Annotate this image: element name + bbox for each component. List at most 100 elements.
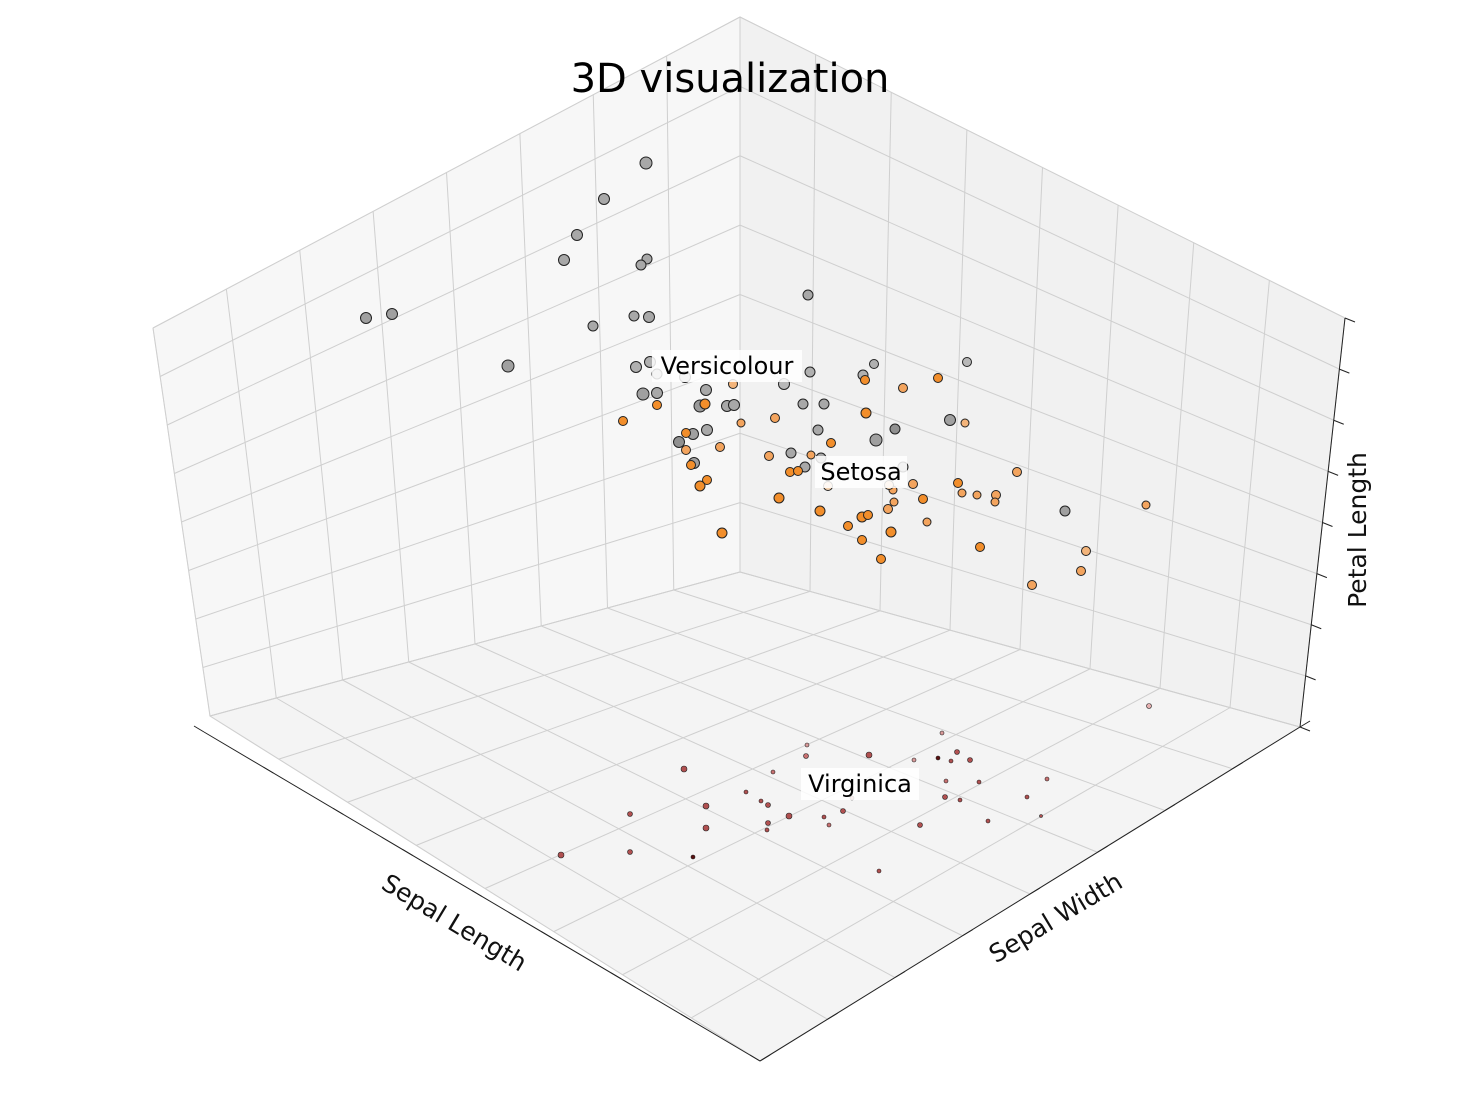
data-point	[773, 492, 785, 504]
grid-line	[541, 625, 1098, 853]
data-point	[627, 811, 633, 817]
data-point	[598, 193, 610, 205]
data-point	[630, 361, 642, 373]
y-tick	[1029, 887, 1041, 895]
data-point	[628, 310, 640, 322]
grid-line	[592, 94, 608, 609]
data-point	[857, 535, 867, 545]
cluster-label-setosa: Setosa	[815, 456, 907, 488]
y-tick	[1232, 762, 1243, 770]
grid-line	[188, 363, 741, 571]
data-point	[1044, 776, 1050, 782]
data-point	[728, 399, 740, 411]
data-point	[885, 526, 897, 538]
y-tick	[1299, 720, 1311, 728]
data-point	[898, 383, 908, 393]
grid-line	[202, 502, 741, 668]
data-point	[876, 554, 886, 564]
cluster-label-text: Virginica	[808, 770, 912, 798]
data-point	[1081, 546, 1091, 556]
data-point	[715, 442, 725, 452]
grid-line	[195, 432, 741, 620]
data-point	[765, 820, 771, 826]
data-point	[922, 517, 932, 527]
data-point	[1027, 580, 1037, 590]
data-point	[652, 400, 662, 410]
grid-line	[484, 649, 1021, 889]
data-point	[865, 751, 873, 759]
data-point	[702, 802, 710, 810]
grid-line	[209, 571, 741, 717]
y-tick	[1097, 845, 1108, 853]
data-point	[1012, 467, 1022, 477]
data-point	[843, 521, 853, 531]
data-point	[770, 413, 780, 423]
data-point	[821, 814, 827, 820]
data-point	[386, 308, 398, 320]
data-point	[571, 229, 583, 241]
grid-line	[607, 607, 1166, 811]
y-tick	[1164, 804, 1176, 811]
data-point	[764, 827, 770, 833]
x-tick	[541, 931, 552, 939]
data-point	[743, 789, 749, 795]
data-point	[802, 289, 814, 301]
data-point	[1141, 500, 1151, 510]
data-point	[889, 423, 901, 435]
x-tick	[263, 766, 274, 774]
data-point	[962, 357, 972, 367]
data-point	[1039, 814, 1043, 818]
data-point	[690, 854, 696, 860]
data-point	[736, 418, 746, 428]
data-point	[700, 384, 712, 396]
data-point	[943, 778, 949, 784]
data-point	[826, 822, 832, 828]
data-point	[681, 428, 691, 438]
data-point	[818, 398, 830, 410]
data-point	[639, 156, 653, 170]
data-point	[957, 797, 963, 803]
data-point	[972, 490, 982, 500]
grid-line	[1159, 242, 1195, 689]
grid-line	[673, 589, 1233, 770]
y-tick	[962, 929, 973, 937]
data-point	[557, 851, 565, 859]
data-point	[643, 311, 655, 323]
data-point	[587, 320, 599, 332]
x-tick	[193, 725, 205, 733]
data-point	[863, 510, 873, 520]
data-point	[976, 779, 982, 785]
data-point	[765, 802, 771, 808]
data-point	[954, 749, 960, 755]
data-point	[933, 373, 943, 383]
data-point	[889, 497, 899, 507]
data-point	[797, 398, 809, 410]
data-point	[869, 433, 883, 447]
y-tick	[827, 1012, 838, 1020]
data-point	[812, 424, 824, 436]
data-point	[840, 808, 846, 814]
data-point	[975, 542, 985, 552]
data-point	[681, 445, 691, 455]
grid-line	[739, 571, 1301, 728]
data-point	[558, 254, 570, 266]
data-point	[908, 479, 918, 489]
axis-lines	[193, 317, 1356, 1062]
data-point	[702, 475, 712, 485]
data-point	[967, 757, 973, 763]
z-tick	[1305, 675, 1316, 681]
grid-line	[691, 707, 1231, 1019]
grid-line	[666, 55, 675, 591]
data-point	[918, 494, 928, 504]
data-point	[948, 758, 954, 764]
grid-line	[739, 363, 1318, 575]
data-point	[764, 451, 774, 461]
z-tick	[1344, 317, 1356, 323]
grid-line	[739, 294, 1323, 523]
x-tick	[680, 1013, 691, 1021]
data-point	[826, 438, 836, 448]
data-point	[917, 822, 923, 828]
x-tick	[749, 1054, 761, 1062]
data-point	[680, 765, 688, 773]
